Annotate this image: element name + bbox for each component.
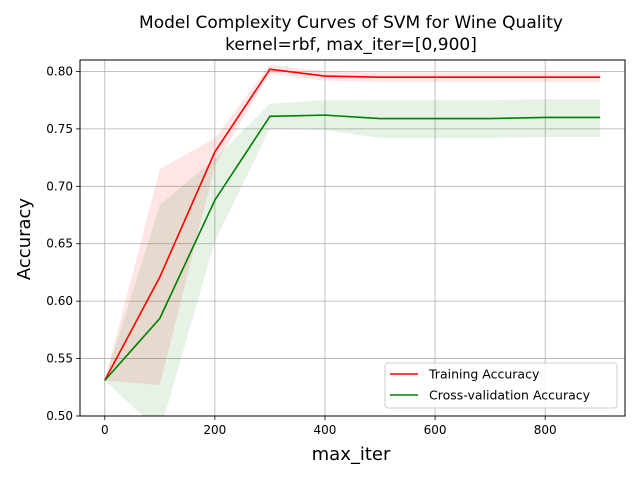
x-tick-label: 200 — [203, 423, 226, 437]
x-axis-label: max_iter — [312, 444, 391, 465]
series-1-point — [379, 117, 381, 119]
y-tick-label: 0.50 — [46, 409, 73, 423]
series-1-point — [214, 199, 216, 201]
series-1-point — [489, 117, 491, 119]
y-tick-label: 0.55 — [46, 352, 73, 366]
series-1-point — [159, 317, 161, 319]
plot-frame — [79, 59, 626, 417]
legend-box — [384, 362, 618, 409]
series-1-point — [269, 115, 271, 117]
plot-area — [104, 64, 601, 416]
x-axis: 0 200 400 600 800 — [101, 416, 557, 437]
legend-label-0: Training Accuracy — [428, 367, 540, 382]
series-1-point — [104, 379, 106, 381]
y-axis-label: Accuracy — [14, 198, 35, 281]
y-tick-label: 0.65 — [46, 237, 73, 251]
x-tick-label: 600 — [424, 423, 447, 437]
series-0-point — [489, 76, 491, 78]
series-0-point — [324, 75, 326, 77]
y-tick-label: 0.80 — [46, 64, 73, 78]
x-tick-label: 0 — [101, 423, 109, 437]
chart-title-line-1: Model Complexity Curves of SVM for Wine … — [139, 13, 563, 33]
series-1-point — [324, 114, 326, 116]
x-tick-label: 800 — [534, 423, 557, 437]
legend-label-1: Cross-validation Accuracy — [429, 388, 591, 403]
y-axis: 0.50 0.55 0.60 0.65 0.70 0.75 0.80 — [46, 64, 80, 423]
y-tick-label: 0.75 — [46, 122, 73, 136]
series-0-point — [434, 76, 436, 78]
series-1-point — [544, 116, 546, 118]
series-0-line — [104, 68, 601, 381]
series-0-point — [599, 76, 601, 78]
series-0-point — [544, 76, 546, 78]
chart-title-line-2: kernel=rbf, max_iter=[0,900] — [225, 35, 477, 55]
series-0-point — [214, 151, 216, 153]
legend: Training Accuracy Cross-validation Accura… — [384, 362, 618, 409]
x-tick-label: 400 — [314, 423, 337, 437]
series-1-point — [599, 116, 601, 118]
y-tick-label: 0.70 — [46, 179, 73, 193]
series-0-band — [104, 64, 601, 385]
series-0-point — [379, 76, 381, 78]
series-0-point — [269, 68, 271, 70]
y-tick-label: 0.60 — [46, 294, 73, 308]
series-1-line — [104, 114, 601, 381]
series-1-point — [434, 117, 436, 119]
series-0-point — [159, 276, 161, 278]
